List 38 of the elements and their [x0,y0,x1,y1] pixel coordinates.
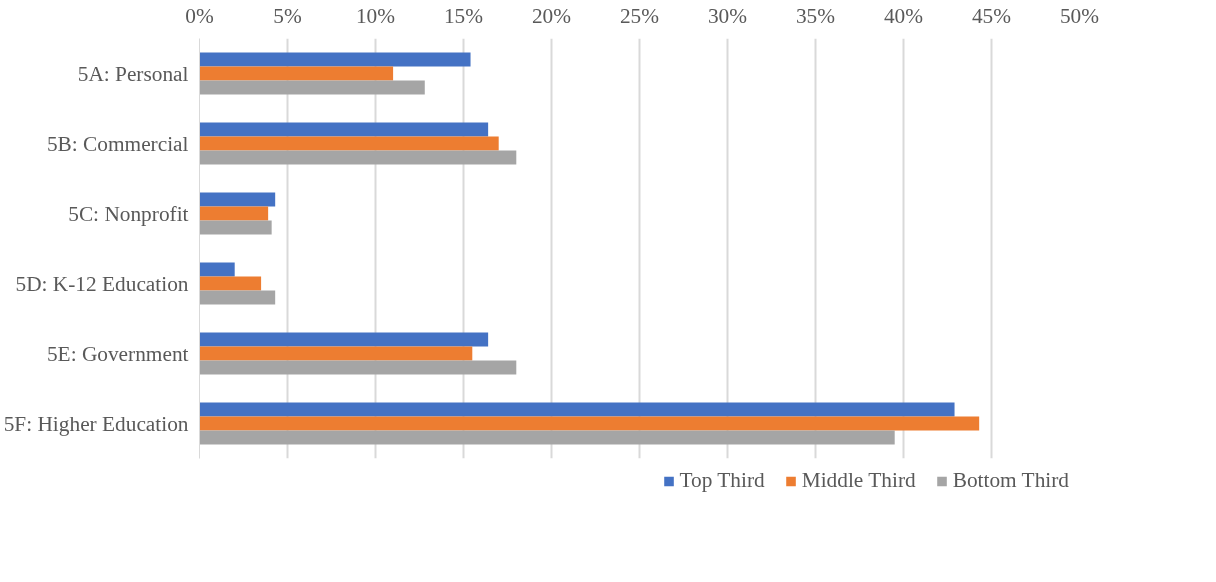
bar [199,360,517,375]
x-tick-label: 25% [619,3,660,28]
y-tick-label: 5C: Nonprofit [68,201,189,226]
bar [199,290,276,305]
bar [199,150,517,165]
x-tick-label: 45% [971,3,1012,28]
y-tick-label: 5E: Government [46,341,189,366]
x-tick-label: 50% [1059,3,1100,28]
bar [199,136,499,151]
y-tick-label: 5D: K-12 Education [15,271,189,296]
x-tick-label: 20% [531,3,572,28]
bar [199,416,980,431]
x-tick-label: 40% [883,3,924,28]
bar [199,402,955,417]
x-tick-label: 35% [795,3,836,28]
y-tick-label: 5F: Higher Education [3,411,189,436]
bar [199,192,276,207]
x-tick-label: 5% [273,3,302,28]
x-tick-label: 15% [443,3,484,28]
bar [199,346,473,361]
x-tick-label: 0% [185,3,214,28]
legend-label: Top Third [679,468,765,493]
bar [199,206,269,221]
bar [199,80,425,95]
x-tick-label: 30% [707,3,748,28]
bar [199,66,394,81]
bar [199,276,262,291]
x-tick-label: 10% [355,3,396,28]
bar [199,220,272,235]
bar [199,52,471,67]
y-tick-label: 5B: Commercial [46,131,189,156]
legend-label: Middle Third [801,468,916,493]
y-tick-label: 5A: Personal [77,61,189,86]
bar [199,262,235,277]
bar [199,332,489,347]
bar [199,430,895,445]
legend-label: Bottom Third [952,468,1069,493]
bar [199,122,489,137]
